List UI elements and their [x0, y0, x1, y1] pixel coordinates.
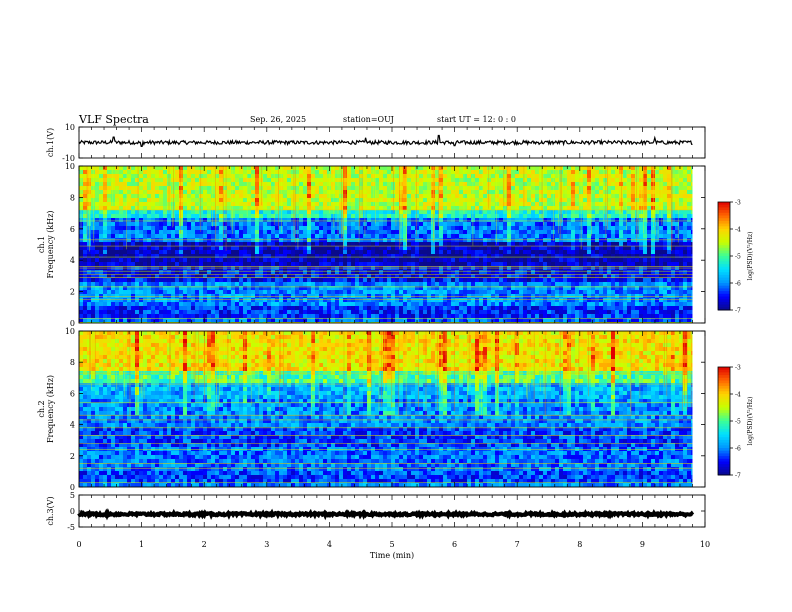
colorbar-tick-label: -6: [735, 446, 741, 453]
y-tick-label: 4: [70, 421, 75, 430]
y-axis-label: ch.3(V): [46, 496, 55, 525]
y-tick-label: 0: [70, 483, 75, 492]
ch2-spectrogram-colorbar: -3 -4 -5 -6 -7 log(PSD)(V²/Hz): [717, 365, 754, 480]
y-tick-label: 0: [70, 507, 75, 516]
plot-title: VLF Spectra: [79, 113, 149, 126]
x-tick-label: 2: [202, 540, 207, 549]
y-tick-label: 10: [65, 327, 75, 336]
x-tick-label: 4: [327, 540, 332, 549]
y-tick-label: 10: [65, 162, 75, 171]
colorbar-label: log(PSD)(V²/Hz): [747, 397, 754, 446]
ch1-spectrogram-colorbar: -3 -4 -5 -6 -7 log(PSD)(V²/Hz): [717, 200, 754, 315]
y-tick-label: 10: [65, 123, 75, 132]
y-tick-label: 0: [70, 319, 75, 328]
x-tick-label: 5: [389, 540, 394, 549]
x-tick-label: 1: [139, 540, 144, 549]
y-axis-label: ch.2: [37, 400, 46, 417]
x-tick-label: 6: [452, 540, 457, 549]
x-tick-label: 8: [577, 540, 582, 549]
y-axis-label: ch.1: [37, 236, 46, 253]
colorbar-tick-label: -4: [735, 227, 741, 234]
colorbar-tick-label: -3: [735, 365, 741, 372]
colorbar-tick-label: -6: [735, 281, 741, 288]
x-tick-label: 7: [515, 540, 520, 549]
x-tick-label: 3: [264, 540, 269, 549]
colorbar-tick-label: -5: [735, 254, 741, 261]
ch3-waveform-trace: [77, 508, 695, 521]
x-tick-label: 10: [700, 540, 710, 549]
y-tick-label: -5: [67, 523, 75, 532]
y-axis-label: Frequency (kHz): [46, 375, 55, 443]
x-tick-label: 0: [76, 540, 81, 549]
colorbar-tick-label: -7: [735, 308, 741, 315]
y-axis-label: Frequency (kHz): [46, 210, 55, 278]
date-label: Sep. 26, 2025: [250, 115, 307, 124]
start-time-label: start UT = 12: 0 : 0: [437, 115, 516, 124]
y-tick-label: 8: [70, 358, 75, 367]
station-label: station=OUJ: [343, 115, 394, 124]
ch1-spectrogram: [79, 166, 693, 323]
y-axis-label: ch.1(V): [46, 128, 55, 157]
x-tick-label: 9: [640, 540, 645, 549]
ch1-waveform-trace: [78, 134, 693, 147]
y-tick-label: 4: [70, 256, 75, 265]
y-tick-label: 6: [70, 225, 75, 234]
y-tick-label: 8: [70, 193, 75, 202]
y-tick-label: 6: [70, 389, 75, 398]
ch2-spectrogram: [79, 331, 693, 487]
colorbar-label: log(PSD)(V²/Hz): [747, 232, 754, 281]
colorbar-tick-label: -7: [735, 473, 741, 480]
colorbar-tick-label: -3: [735, 200, 741, 207]
y-tick-label: 2: [70, 288, 75, 297]
y-tick-label: -10: [62, 154, 75, 163]
colorbar-tick-label: -5: [735, 419, 741, 426]
x-axis-label: Time (min): [370, 551, 414, 560]
y-tick-label: 5: [70, 491, 75, 500]
colorbar-tick-label: -4: [735, 392, 741, 399]
y-tick-label: 2: [70, 452, 75, 461]
